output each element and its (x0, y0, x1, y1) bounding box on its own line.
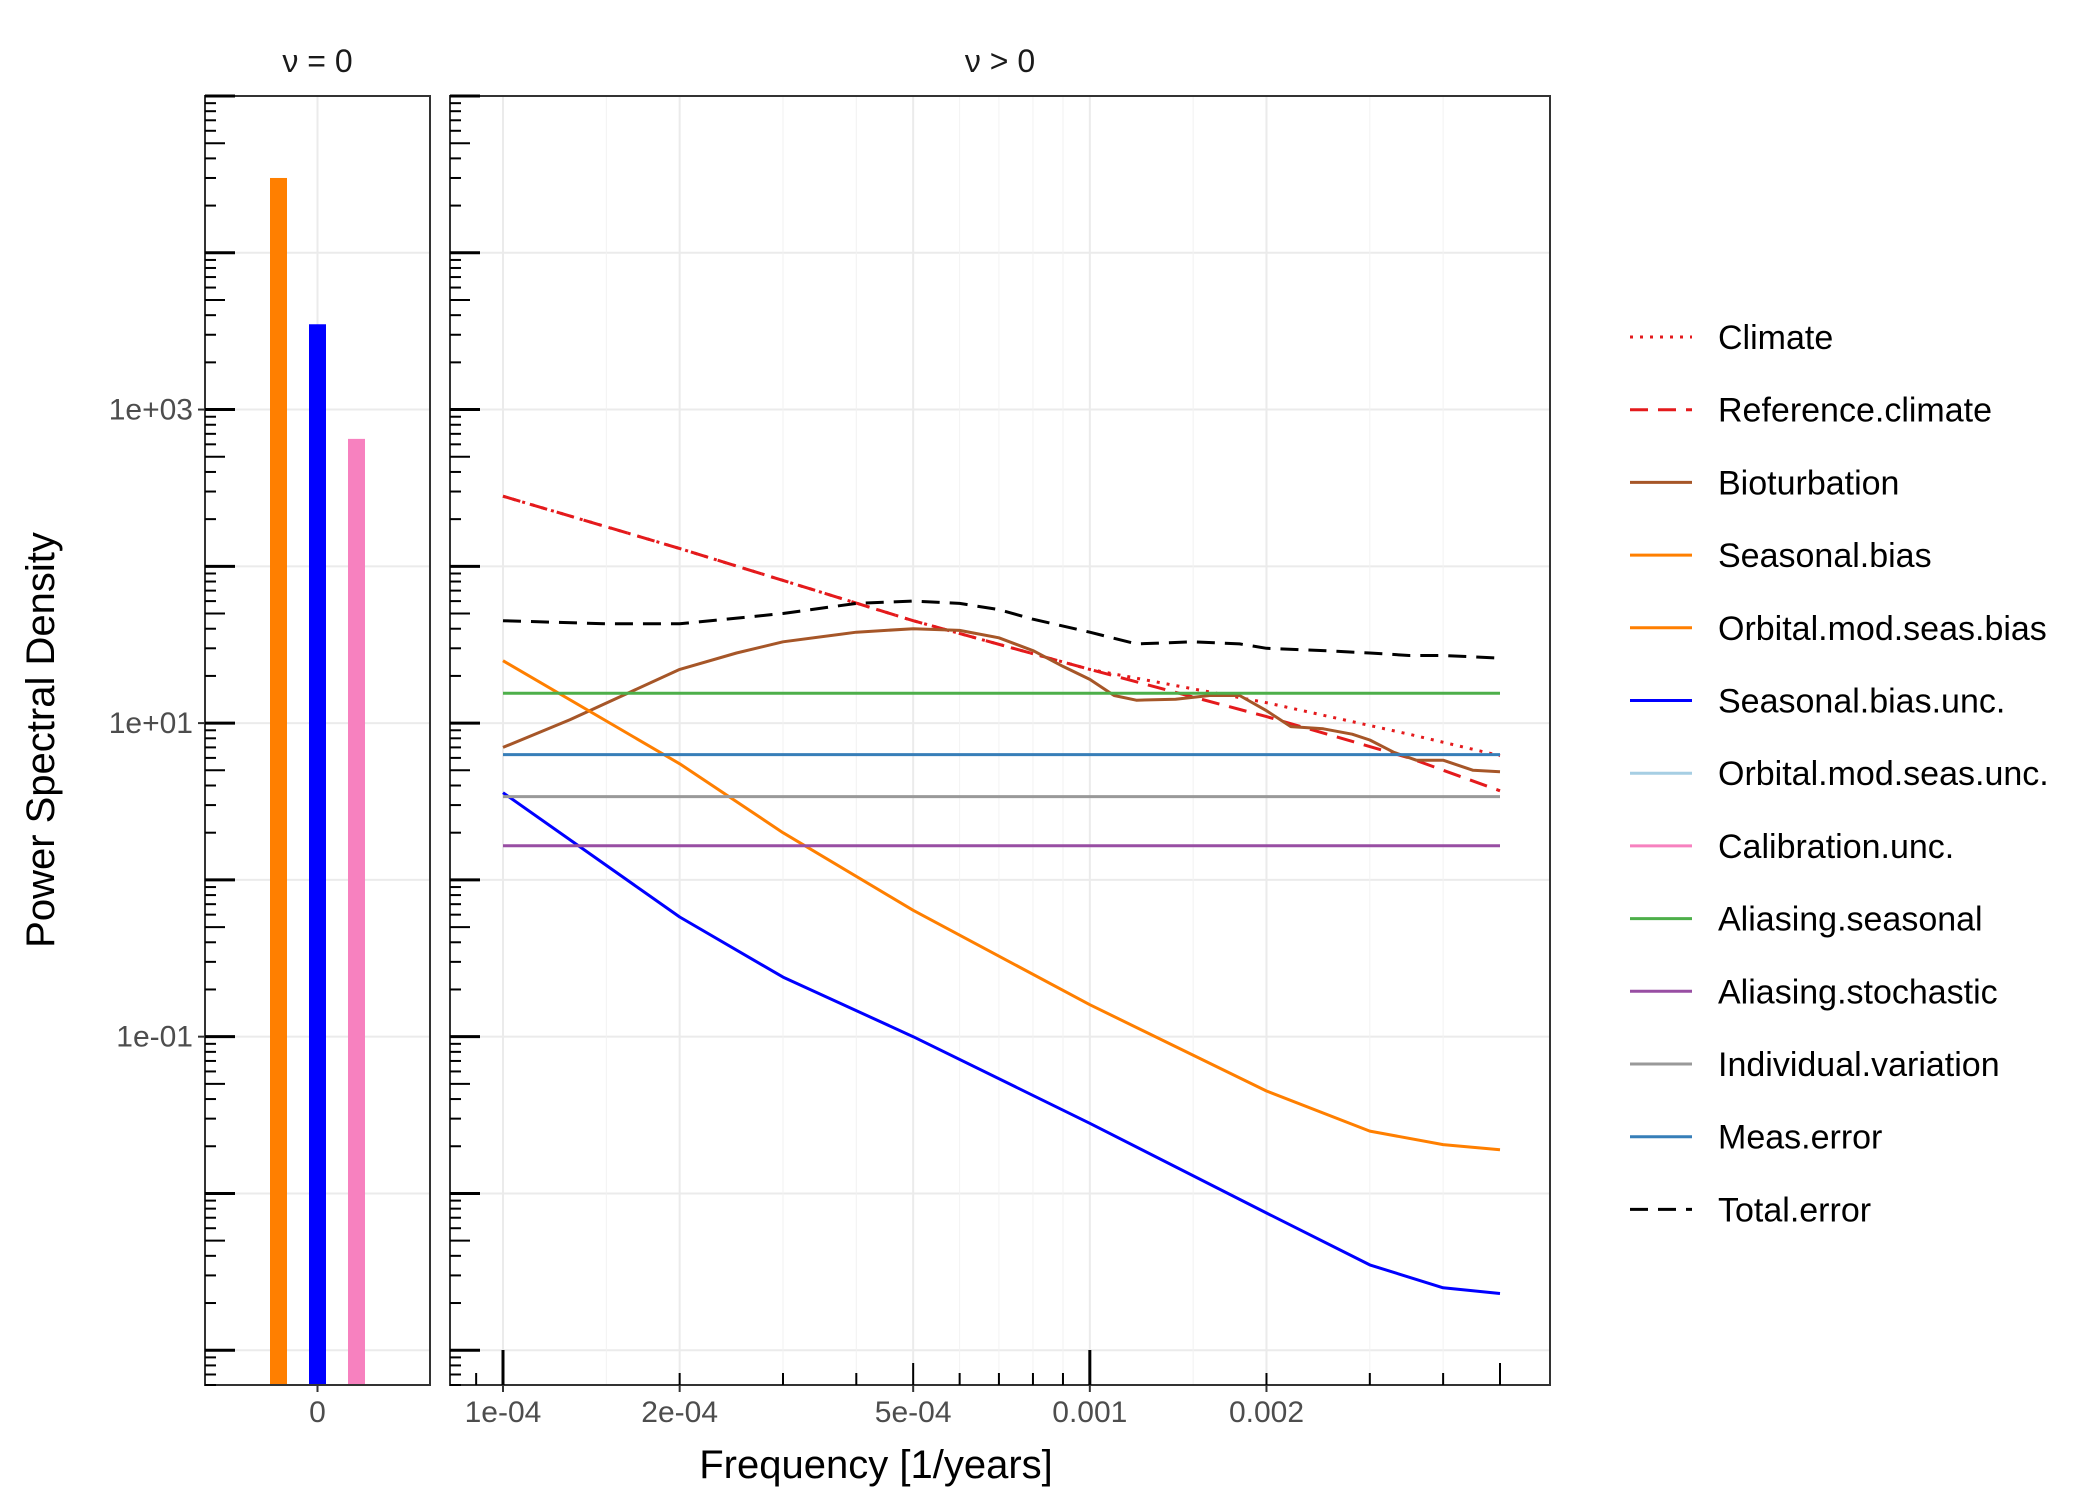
bar-calibration-unc (348, 438, 365, 1385)
legend-label-individual-variation: Individual.variation (1718, 1046, 2000, 1084)
strip-label-left: ν = 0 (282, 43, 352, 79)
x-tick-label: 2e-04 (641, 1396, 718, 1429)
x-tick-label: 1e-04 (465, 1396, 542, 1429)
x-axis-title: Frequency [1/years] (699, 1443, 1053, 1487)
legend-label-climate: Climate (1718, 319, 1833, 357)
panel-left: ν = 0 1e+03 1e+01 1e-01 0 (109, 43, 431, 1429)
legend-label-aliasing-seasonal: Aliasing.seasonal (1718, 901, 1983, 939)
y-axis-ticks: 1e+03 1e+01 1e-01 (109, 94, 235, 1386)
x-tick-label: 0 (309, 1396, 326, 1429)
series-line-reference-climate (502, 494, 1501, 793)
y-tick-label: 1e-01 (116, 1021, 193, 1054)
grid-right (450, 95, 1550, 1385)
legend-label-reference-climate: Reference.climate (1718, 392, 1992, 430)
legend-label-seasonal-bias: Seasonal.bias (1718, 537, 1932, 575)
series-line-seasonal-bias (502, 659, 1501, 1152)
legend: Climate Reference.climate Bioturbation Seas… (1630, 319, 2049, 1229)
bar-seasonal-bias (270, 177, 287, 1385)
series-line-bioturbation (502, 627, 1501, 774)
bar-seasonal-bias-unc (309, 324, 326, 1385)
strip-label-right: ν > 0 (965, 43, 1035, 79)
panel-right: ν > 0 1e-04 2e-04 5e-04 0.001 0.002 (449, 43, 1551, 1429)
legend-label-meas-error: Meas.error (1718, 1119, 1882, 1157)
legend-label-calibration-unc: Calibration.unc. (1718, 828, 1954, 866)
x-tick-label: 5e-04 (875, 1396, 952, 1429)
x-axis-left: 0 (309, 1385, 326, 1429)
series-line-seasonal-bias-unc (502, 791, 1501, 1295)
bars (270, 177, 365, 1385)
legend-label-orbital-mod-seas-unc: Orbital.mod.seas.unc. (1718, 755, 2049, 793)
series-line-total-error (502, 599, 1501, 660)
x-tick-label: 0.002 (1229, 1396, 1304, 1429)
y-tick-label: 1e+01 (109, 707, 193, 740)
legend-label-seasonal-bias-unc: Seasonal.bias.unc. (1718, 683, 2005, 721)
legend-label-orbital-mod-seas-bias: Orbital.mod.seas.bias (1718, 610, 2047, 648)
x-tick-label: 0.001 (1052, 1396, 1127, 1429)
x-axis-right: 1e-04 2e-04 5e-04 0.001 0.002 (465, 1350, 1501, 1429)
y-tick-label: 1e+03 (109, 394, 193, 427)
y-axis-title: Power Spectral Density (19, 532, 63, 948)
y-axis-ticks-right (450, 94, 480, 1386)
legend-label-bioturbation: Bioturbation (1718, 464, 1899, 502)
legend-label-total-error: Total.error (1718, 1191, 1871, 1229)
series-lines (502, 494, 1501, 1295)
series-line-climate (502, 494, 1501, 758)
legend-label-aliasing-stochastic: Aliasing.stochastic (1718, 973, 1998, 1011)
panel-border-right (449, 95, 1551, 1386)
